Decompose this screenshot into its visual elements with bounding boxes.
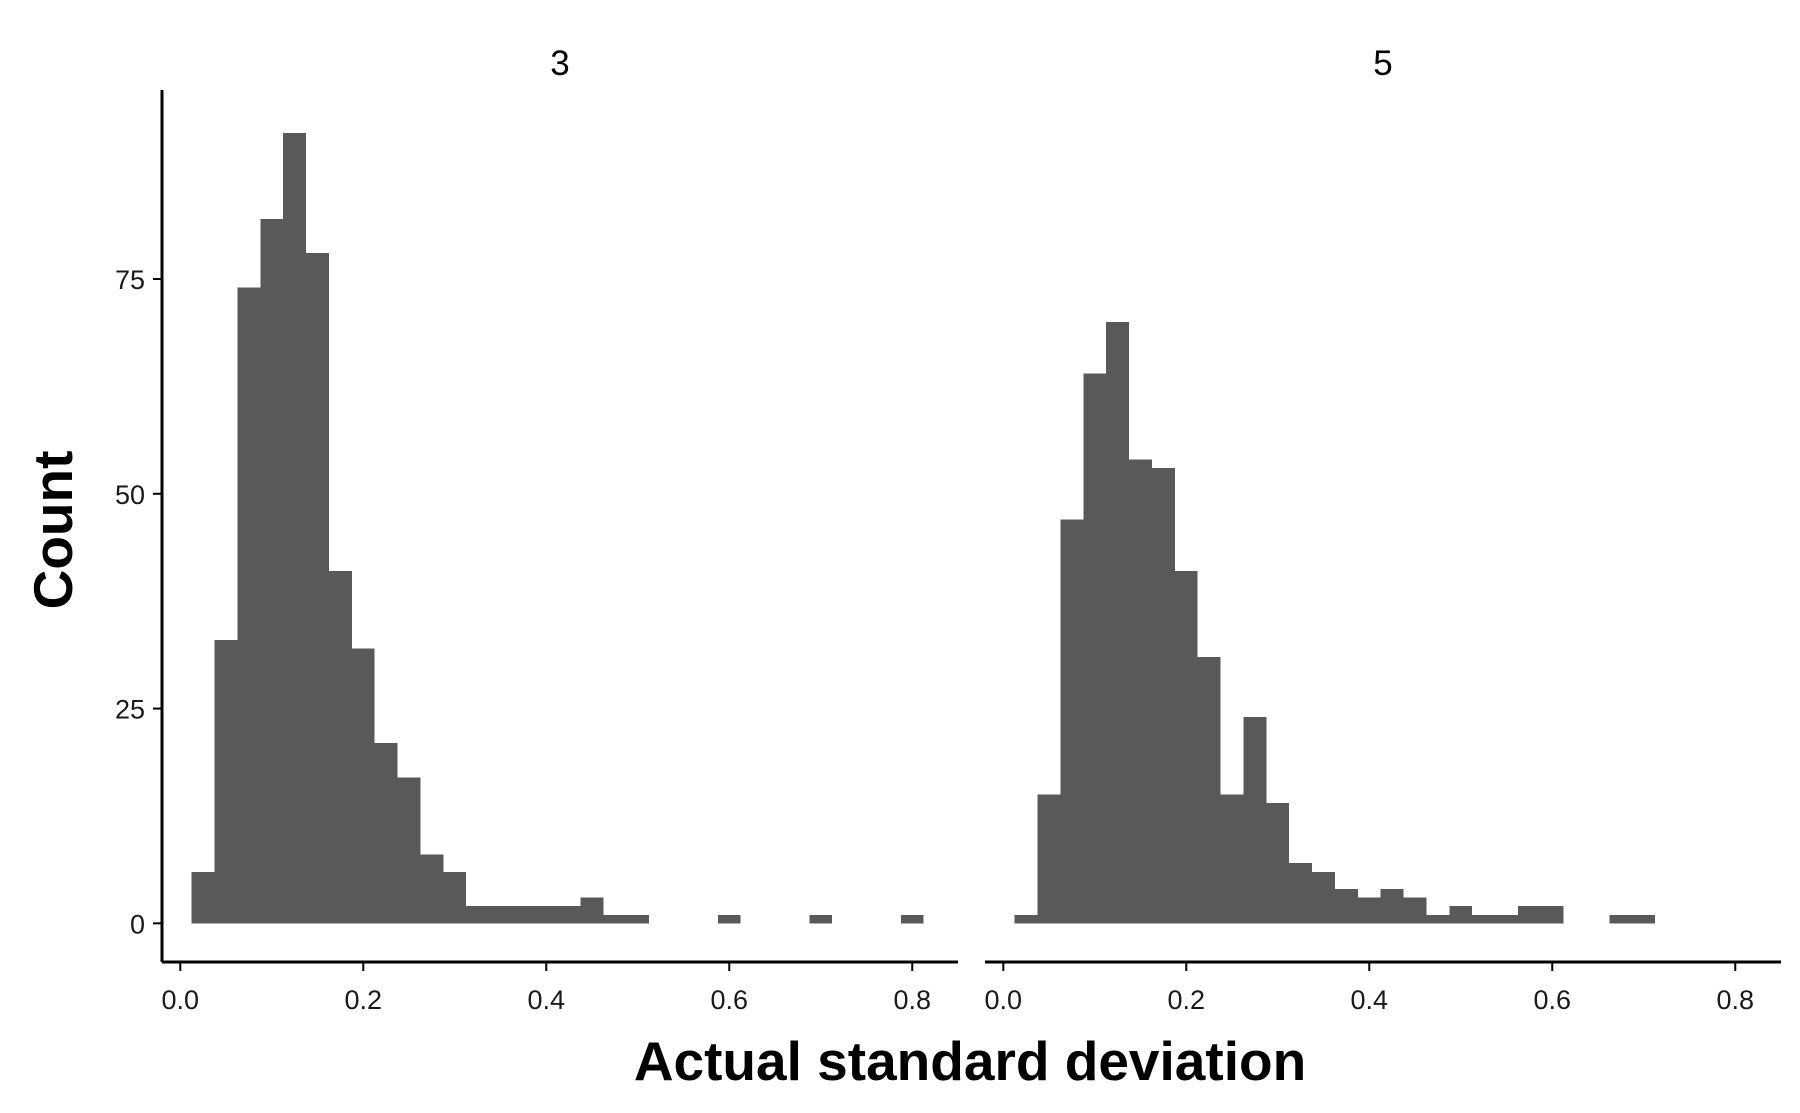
histogram-bar xyxy=(1289,863,1313,924)
histogram-bar xyxy=(603,914,627,924)
y-tick-label: 25 xyxy=(115,695,145,725)
x-axis-title: Actual standard deviation xyxy=(634,1030,1306,1092)
facet-label: 3 xyxy=(550,44,569,83)
y-tick-label: 50 xyxy=(115,480,145,510)
histogram-bar xyxy=(580,897,604,924)
x-tick-label: 0.0 xyxy=(162,985,200,1015)
histogram-bars xyxy=(1014,321,1656,924)
histogram-bar xyxy=(374,742,398,924)
histogram-bar xyxy=(237,287,261,924)
histogram-bar xyxy=(1426,914,1450,924)
histogram-bar xyxy=(420,854,444,924)
histogram-bar xyxy=(466,906,490,924)
facet-label: 5 xyxy=(1373,44,1392,83)
histogram-bar xyxy=(1060,519,1084,924)
histogram-bar xyxy=(283,132,307,924)
y-axis-title: Count xyxy=(22,451,84,610)
histogram-bar xyxy=(717,914,741,924)
histogram-bar xyxy=(443,871,467,924)
histogram-bar xyxy=(1334,888,1358,924)
histogram-bar xyxy=(1449,906,1473,924)
y-tick-label: 0 xyxy=(130,909,145,939)
x-tick-label: 0.4 xyxy=(528,985,566,1015)
histogram-bar xyxy=(511,906,535,924)
histogram-bar xyxy=(328,571,352,924)
histogram-bars xyxy=(191,132,924,924)
x-tick-label: 0.8 xyxy=(1716,985,1754,1015)
x-tick-label: 0.6 xyxy=(710,985,748,1015)
histogram-bar xyxy=(1083,373,1107,924)
x-tick-label: 0.2 xyxy=(1168,985,1206,1015)
histogram-bar xyxy=(191,871,215,924)
histogram-bar xyxy=(1220,794,1244,924)
histogram-bar xyxy=(214,639,238,924)
histogram-bar xyxy=(1403,897,1427,924)
histogram-bar xyxy=(1312,871,1335,924)
facet-panel-3: 3 0.0 0.2 0.4 0.6 0.8 0 25 50 75 xyxy=(115,44,958,1015)
histogram-bar xyxy=(1357,897,1381,924)
histogram-bar xyxy=(557,906,581,924)
histogram-bar xyxy=(809,914,833,924)
histogram-bar xyxy=(1495,914,1518,924)
histogram-bar xyxy=(306,253,329,924)
histogram-bar xyxy=(1243,717,1267,924)
y-tick-label: 75 xyxy=(115,265,145,295)
x-tick-label: 0.0 xyxy=(985,985,1023,1015)
histogram-bar xyxy=(1151,468,1175,924)
histogram-bar xyxy=(1609,914,1633,924)
histogram-bar xyxy=(1106,321,1130,924)
facet-panel-5: 5 0.0 0.2 0.4 0.6 0.8 xyxy=(985,44,1781,1015)
histogram-bar xyxy=(1517,906,1541,924)
histogram-bar xyxy=(534,906,558,924)
histogram-bar xyxy=(1174,571,1198,924)
histogram-bar xyxy=(1380,888,1404,924)
histogram-bar xyxy=(489,906,512,924)
x-tick-label: 0.4 xyxy=(1351,985,1389,1015)
histogram-bar xyxy=(351,648,375,924)
histogram-bar xyxy=(1014,914,1038,924)
histogram-bar xyxy=(900,914,924,924)
histogram-bar xyxy=(397,777,421,924)
histogram-bar xyxy=(1037,794,1061,924)
x-tick-label: 0.8 xyxy=(893,985,931,1015)
histogram-bar xyxy=(1129,459,1152,924)
x-tick-label: 0.2 xyxy=(345,985,383,1015)
histogram-bar xyxy=(1540,906,1564,924)
histogram-bar xyxy=(260,218,284,924)
histogram-bar xyxy=(626,914,650,924)
histogram-bar xyxy=(1472,914,1496,924)
histogram-bar xyxy=(1197,657,1221,924)
histogram-bar xyxy=(1266,803,1290,924)
x-tick-label: 0.6 xyxy=(1533,985,1571,1015)
histogram-bar xyxy=(1632,914,1656,924)
